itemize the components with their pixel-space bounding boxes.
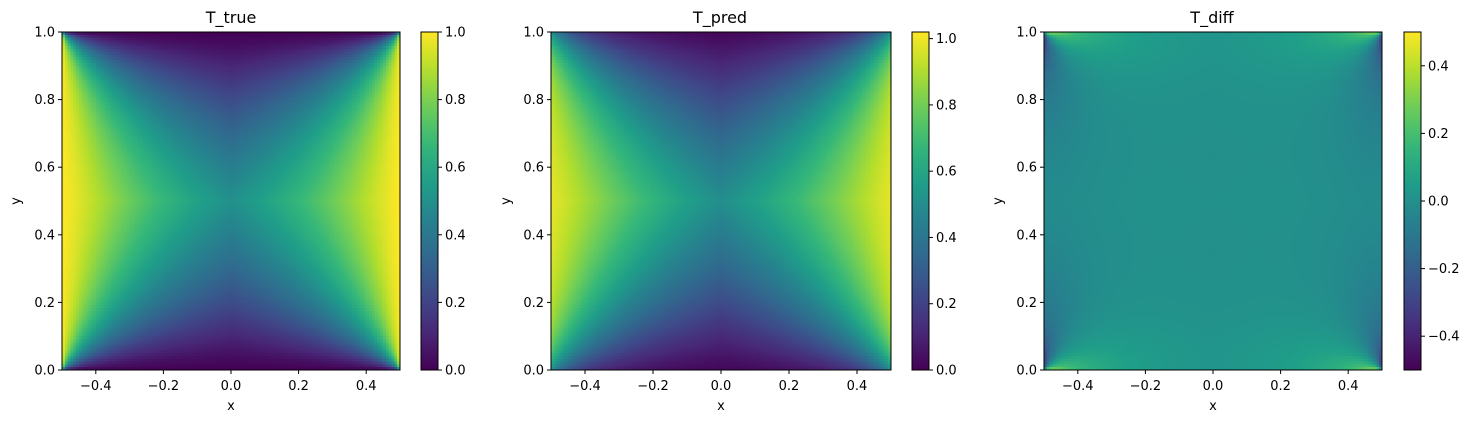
colorbar-ticks: 0.0 0.2 0.4 0.6 0.8 1.0 bbox=[929, 32, 957, 379]
colorbar-tick-label: 1.0 bbox=[936, 32, 957, 47]
colorbar bbox=[421, 32, 438, 370]
colorbar bbox=[1404, 32, 1421, 370]
panel-t-diff: T_diff −0.4 −0.2 0.0 0.2 0.4 0.0 0.2 0.4 0.6 0.8… bbox=[991, 8, 1460, 414]
colorbar-tick-label: 1.0 bbox=[445, 26, 466, 41]
colorbar-ticks: −0.4 −0.2 0.0 0.2 0.4 bbox=[1421, 59, 1460, 345]
x-axis-label: x bbox=[717, 399, 725, 414]
panel-title: T_true bbox=[205, 8, 257, 28]
x-tick-label: 0.2 bbox=[779, 379, 800, 394]
y-axis-ticks: 0.0 0.2 0.4 0.6 0.8 1.0 bbox=[1016, 26, 1044, 379]
y-tick-label: 1.0 bbox=[34, 26, 55, 41]
y-tick-label: 0.4 bbox=[34, 228, 55, 243]
x-tick-label: 0.0 bbox=[711, 379, 732, 394]
x-tick-label: −0.2 bbox=[1130, 379, 1162, 394]
colorbar-tick-label: 0.4 bbox=[936, 231, 957, 246]
x-tick-label: 0.4 bbox=[847, 379, 868, 394]
x-tick-label: −0.4 bbox=[1062, 379, 1094, 394]
y-tick-label: 0.0 bbox=[34, 364, 55, 379]
x-tick-label: 0.2 bbox=[1270, 379, 1291, 394]
colorbar bbox=[912, 32, 929, 370]
x-tick-label: 0.0 bbox=[1203, 379, 1224, 394]
colorbar-tick-label: 0.4 bbox=[1428, 59, 1449, 74]
colorbar-tick-label: 0.2 bbox=[936, 297, 957, 312]
colorbar-ticks: 0.0 0.2 0.4 0.6 0.8 1.0 bbox=[438, 26, 466, 379]
x-axis-ticks: −0.4 −0.2 0.0 0.2 0.4 bbox=[80, 370, 377, 394]
x-tick-label: −0.4 bbox=[569, 379, 601, 394]
heatmap-image bbox=[1044, 32, 1382, 370]
y-tick-label: 0.2 bbox=[34, 296, 55, 311]
colorbar-tick-label: 0.8 bbox=[445, 93, 466, 108]
y-tick-label: 0.4 bbox=[523, 228, 544, 243]
x-axis-ticks: −0.4 −0.2 0.0 0.2 0.4 bbox=[569, 370, 867, 394]
y-tick-label: 0.6 bbox=[34, 161, 55, 176]
y-tick-label: 0.4 bbox=[1016, 228, 1037, 243]
y-axis-ticks: 0.0 0.2 0.4 0.6 0.8 1.0 bbox=[34, 26, 62, 379]
colorbar-tick-label: 0.0 bbox=[445, 364, 466, 379]
colorbar-tick-label: 0.6 bbox=[936, 165, 957, 180]
y-axis-label: y bbox=[9, 197, 24, 205]
x-tick-label: 0.4 bbox=[1338, 379, 1359, 394]
x-tick-label: −0.2 bbox=[637, 379, 669, 394]
colorbar-tick-label: 0.2 bbox=[1428, 127, 1449, 142]
panel-t-pred: T_pred −0.4 −0.2 0.0 0.2 0.4 0.0 0.2 0.4 0.6 0.8… bbox=[499, 8, 957, 414]
panel-title: T_pred bbox=[692, 8, 747, 28]
colorbar-tick-label: −0.2 bbox=[1428, 262, 1460, 277]
y-axis-label: y bbox=[499, 197, 514, 205]
x-axis-ticks: −0.4 −0.2 0.0 0.2 0.4 bbox=[1062, 370, 1359, 394]
colorbar-tick-label: 0.8 bbox=[936, 98, 957, 113]
x-tick-label: 0.2 bbox=[288, 379, 309, 394]
y-tick-label: 0.2 bbox=[523, 296, 544, 311]
colorbar-tick-label: 0.2 bbox=[445, 296, 466, 311]
heatmap-image bbox=[62, 32, 400, 370]
panel-t-true: T_true −0.4 −0.2 0.0 0.2 0.4 0.0 0.2 0.4 0.6 0.8… bbox=[9, 8, 466, 414]
colorbar-tick-label: 0.0 bbox=[936, 364, 957, 379]
colorbar-frame bbox=[911, 31, 930, 371]
x-tick-label: −0.4 bbox=[80, 379, 112, 394]
y-tick-label: 0.0 bbox=[523, 364, 544, 379]
x-tick-label: 0.0 bbox=[221, 379, 242, 394]
colorbar-tick-label: 0.6 bbox=[445, 161, 466, 176]
y-tick-label: 0.6 bbox=[1016, 161, 1037, 176]
x-tick-label: 0.4 bbox=[356, 379, 377, 394]
panel-title: T_diff bbox=[1189, 8, 1234, 28]
heatmap-image bbox=[551, 32, 891, 370]
y-tick-label: 0.8 bbox=[523, 93, 544, 108]
colorbar-tick-label: −0.4 bbox=[1428, 330, 1460, 345]
y-axis-ticks: 0.0 0.2 0.4 0.6 0.8 1.0 bbox=[523, 26, 551, 379]
y-tick-label: 1.0 bbox=[523, 26, 544, 41]
y-tick-label: 0.2 bbox=[1016, 296, 1037, 311]
y-tick-label: 0.6 bbox=[523, 161, 544, 176]
y-tick-label: 0.8 bbox=[34, 93, 55, 108]
y-axis-label: y bbox=[991, 197, 1006, 205]
colorbar-tick-label: 0.4 bbox=[445, 228, 466, 243]
y-tick-label: 0.8 bbox=[1016, 93, 1037, 108]
x-tick-label: −0.2 bbox=[148, 379, 180, 394]
x-axis-label: x bbox=[1209, 399, 1217, 414]
colorbar-frame bbox=[420, 31, 439, 371]
x-axis-label: x bbox=[227, 399, 235, 414]
colorbar-tick-label: 0.0 bbox=[1428, 195, 1449, 210]
y-tick-label: 0.0 bbox=[1016, 364, 1037, 379]
y-tick-label: 1.0 bbox=[1016, 26, 1037, 41]
